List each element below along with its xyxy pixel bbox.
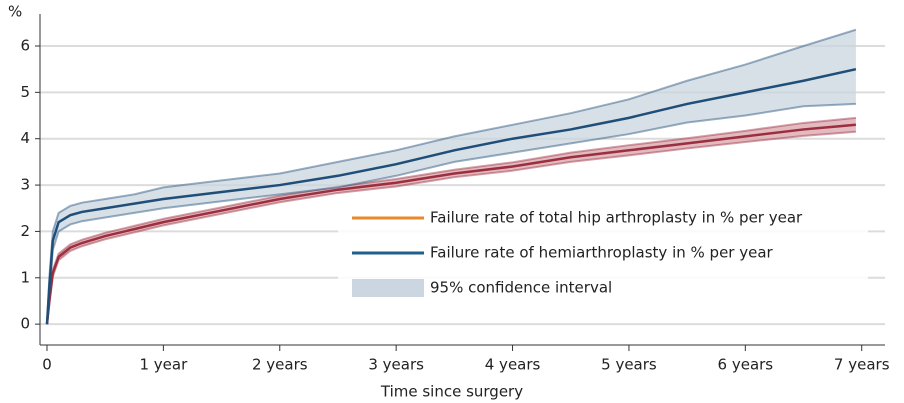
x-tick-label: 3 years <box>368 356 424 374</box>
x-tick-label: 0 <box>42 356 52 374</box>
x-axis-label: Time since surgery <box>380 383 523 401</box>
x-tick-label: 2 years <box>252 356 308 374</box>
y-tick-label: 3 <box>20 176 30 194</box>
x-tick-label: 4 years <box>485 356 541 374</box>
y-tick-label: 1 <box>20 268 30 286</box>
x-tick-label: 7 years <box>834 356 890 374</box>
series-line <box>45 123 857 325</box>
y-tick-label: 2 <box>20 222 30 240</box>
x-tick-label: 6 years <box>718 356 774 374</box>
x-tick-label: 5 years <box>601 356 657 374</box>
y-unit: % <box>8 3 22 21</box>
ci-edge <box>45 102 856 325</box>
ci-edge <box>45 116 856 325</box>
legend-swatch <box>352 279 424 297</box>
ci-band <box>46 29 856 325</box>
legend-label: Failure rate of hemiarthroplasty in % pe… <box>430 244 774 262</box>
legend-bg <box>338 202 868 307</box>
y-tick-label: 0 <box>20 315 30 333</box>
ci-edge <box>45 28 857 325</box>
y-tick-label: 5 <box>20 83 30 101</box>
ci-edge <box>45 130 856 325</box>
x-tick-label: 1 year <box>139 356 188 374</box>
y-tick-label: 6 <box>20 36 30 54</box>
ci-band <box>46 117 856 325</box>
series-line <box>45 67 857 325</box>
legend-label: Failure rate of total hip arthroplasty i… <box>430 209 803 227</box>
legend-label: 95% confidence interval <box>430 279 612 297</box>
y-tick-label: 4 <box>20 129 30 147</box>
